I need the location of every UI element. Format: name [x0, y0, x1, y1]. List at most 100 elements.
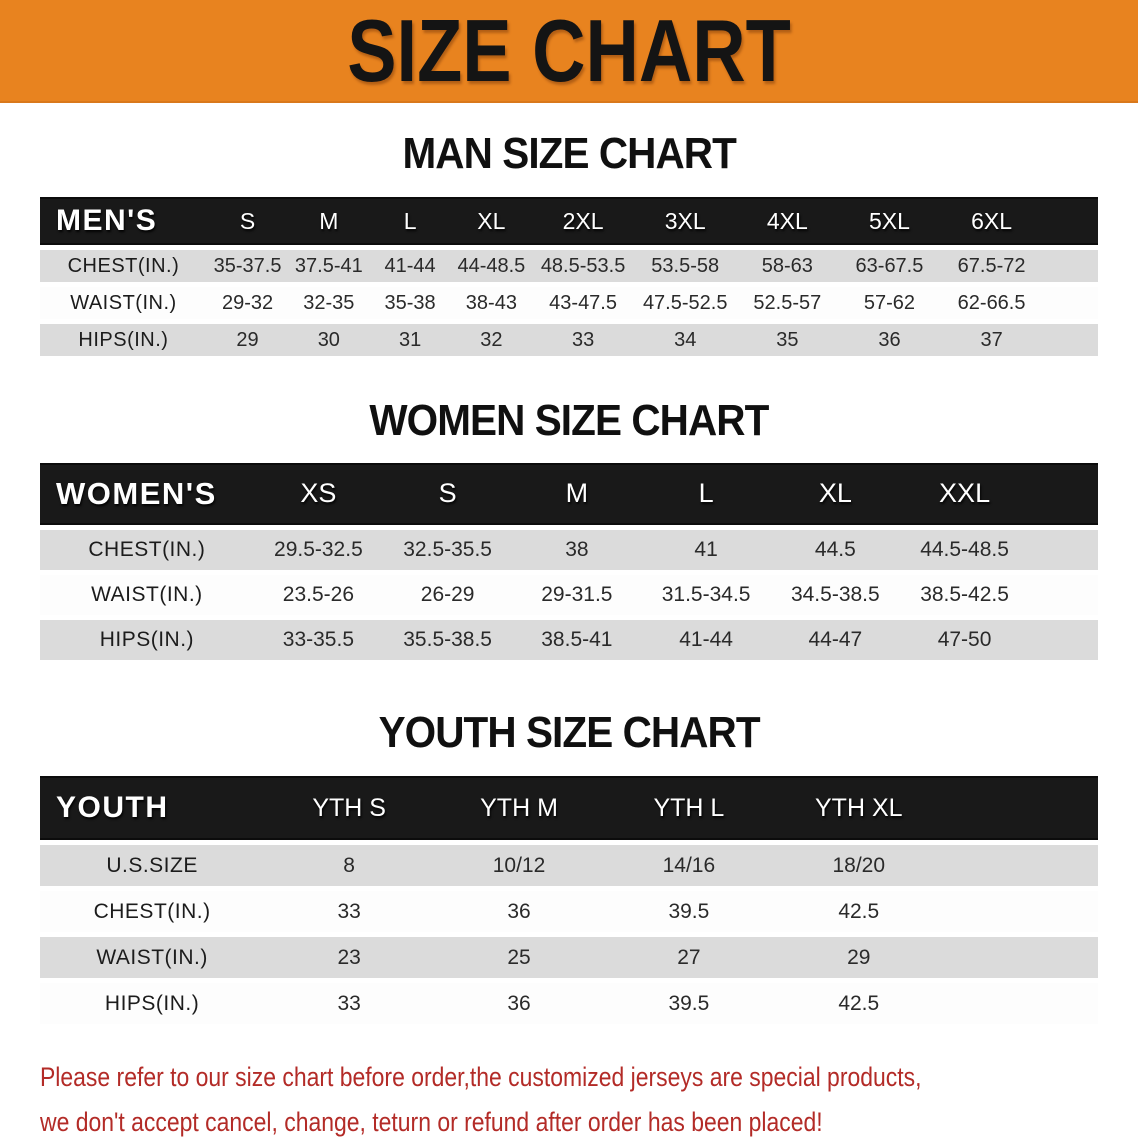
size-value-cell: 35-38 [369, 287, 451, 320]
size-value-cell: 29 [773, 937, 944, 979]
header-spacer-cell [1042, 197, 1098, 246]
row-label-cell: CHEST(IN.) [40, 250, 207, 283]
size-value-cell: 34.5-38.5 [770, 574, 900, 615]
size-value-cell: 38.5-41 [512, 619, 642, 660]
row-spacer-cell [943, 937, 1098, 979]
row-label-cell: CHEST(IN.) [40, 891, 265, 933]
row-spacer-cell [1029, 529, 1098, 570]
row-spacer-cell [943, 983, 1098, 1025]
size-value-cell: 58-63 [736, 250, 839, 283]
size-value-cell: 23.5-26 [253, 574, 384, 615]
row-spacer-cell [1042, 324, 1098, 357]
size-value-cell: 57-62 [838, 287, 941, 320]
size-value-cell: 34 [634, 324, 737, 357]
size-value-cell: 36 [434, 891, 604, 933]
size-column-header: L [641, 462, 771, 525]
size-column-header: M [512, 462, 642, 525]
size-value-cell: 35.5-38.5 [383, 619, 513, 660]
size-column-header: L [369, 197, 451, 246]
size-column-header: 3XL [634, 197, 737, 246]
size-column-header: M [288, 197, 370, 246]
size-value-cell: 29 [206, 324, 289, 357]
size-value-cell: 37.5-41 [288, 250, 370, 283]
section-women: WOMEN SIZE CHART WOMEN'S XS S M L XL XXL CHEST(… [0, 361, 1138, 664]
size-value-cell: 38-43 [450, 287, 533, 320]
size-value-cell: 39.5 [603, 983, 774, 1025]
row-spacer-cell [1042, 287, 1098, 320]
header-spacer-cell [1029, 462, 1098, 525]
row-spacer-cell [1029, 574, 1098, 615]
size-value-cell: 8 [264, 845, 435, 887]
size-value-cell: 62-66.5 [940, 287, 1043, 320]
size-value-cell: 18/20 [773, 845, 944, 887]
size-value-cell: 41 [641, 529, 771, 570]
size-value-cell: 43-47.5 [532, 287, 635, 320]
size-column-header: XL [770, 462, 900, 525]
men-section-heading-text: MAN SIZE CHART [402, 129, 736, 178]
youth-size-table: YOUTH YTH S YTH M YTH L YTH XL U.S.SIZE 8 10/12… [40, 771, 1098, 1029]
size-column-header: XS [253, 462, 384, 525]
footer-note-line-2: we don't accept cancel, change, teturn o… [40, 1107, 823, 1138]
size-value-cell: 41-44 [641, 619, 771, 660]
measurement-row: HIPS(IN.) 29 30 31 32 33 34 35 36 37 [40, 324, 1098, 357]
size-value-cell: 52.5-57 [736, 287, 839, 320]
measurement-row: WAIST(IN.) 23 25 27 29 [40, 937, 1098, 979]
size-column-header: S [206, 197, 289, 246]
size-value-cell: 42.5 [773, 891, 944, 933]
measurement-row: CHEST(IN.) 33 36 39.5 42.5 [40, 891, 1098, 933]
footer-note: Please refer to our size chart before or… [40, 1055, 1138, 1145]
size-column-header: YTH S [264, 776, 435, 841]
size-value-cell: 33 [264, 983, 435, 1025]
size-value-cell: 53.5-58 [634, 250, 737, 283]
size-value-cell: 33 [264, 891, 435, 933]
size-column-header: 4XL [736, 197, 839, 246]
size-column-header: XXL [899, 462, 1030, 525]
men-size-table: MEN'S S M L XL 2XL 3XL 4XL 5XL 6XL CHEST(IN.) 35-37… [40, 192, 1098, 361]
measurement-row: WAIST(IN.) 23.5-26 26-29 29-31.5 31.5-34.5 34… [40, 574, 1098, 615]
row-label-cell: CHEST(IN.) [40, 529, 254, 570]
measurement-row: HIPS(IN.) 33 36 39.5 42.5 [40, 983, 1098, 1025]
size-value-cell: 35 [736, 324, 839, 357]
size-value-cell: 36 [434, 983, 604, 1025]
size-value-cell: 33 [532, 324, 635, 357]
size-value-cell: 29.5-32.5 [253, 529, 384, 570]
size-value-cell: 38 [512, 529, 642, 570]
size-value-cell: 30 [288, 324, 370, 357]
men-section-heading: MAN SIZE CHART [0, 103, 1138, 178]
women-size-table: WOMEN'S XS S M L XL XXL CHEST(IN.) 29.5-32.5 32.5… [40, 458, 1098, 665]
size-column-header: YTH L [603, 776, 774, 841]
section-youth: YOUTH SIZE CHART YOUTH YTH S YTH M YTH L YTH… [0, 665, 1138, 1029]
size-value-cell: 44-48.5 [450, 250, 533, 283]
size-value-cell: 31 [369, 324, 451, 357]
size-value-cell: 67.5-72 [940, 250, 1043, 283]
table-header-row: MEN'S S M L XL 2XL 3XL 4XL 5XL 6XL [40, 197, 1098, 246]
size-value-cell: 36 [838, 324, 941, 357]
table-group-label: WOMEN'S [40, 462, 254, 525]
size-value-cell: 42.5 [773, 983, 944, 1025]
measurement-row: CHEST(IN.) 29.5-32.5 32.5-35.5 38 41 44.5 44.5… [40, 529, 1098, 570]
size-column-header: 2XL [532, 197, 635, 246]
page-title: SIZE CHART [347, 0, 791, 100]
size-value-cell: 38.5-42.5 [899, 574, 1030, 615]
top-banner: SIZE CHART [0, 0, 1138, 103]
youth-section-heading: YOUTH SIZE CHART [0, 665, 1138, 757]
women-section-heading: WOMEN SIZE CHART [0, 361, 1138, 445]
row-spacer-cell [943, 891, 1098, 933]
measurement-row: U.S.SIZE 8 10/12 14/16 18/20 [40, 845, 1098, 887]
size-value-cell: 27 [603, 937, 774, 979]
row-spacer-cell [943, 845, 1098, 887]
table-group-label: YOUTH [40, 776, 265, 841]
table-header-row: WOMEN'S XS S M L XL XXL [40, 462, 1098, 525]
size-value-cell: 31.5-34.5 [641, 574, 771, 615]
size-value-cell: 63-67.5 [838, 250, 941, 283]
row-label-cell: WAIST(IN.) [40, 937, 265, 979]
size-column-header: S [383, 462, 513, 525]
size-value-cell: 39.5 [603, 891, 774, 933]
size-value-cell: 14/16 [603, 845, 774, 887]
size-value-cell: 29-31.5 [512, 574, 642, 615]
row-spacer-cell [1029, 619, 1098, 660]
section-men: MAN SIZE CHART MEN'S S M L XL 2XL 3XL 4XL 5XL 6XL… [0, 103, 1138, 361]
size-value-cell: 33-35.5 [253, 619, 384, 660]
size-column-header: 5XL [838, 197, 941, 246]
